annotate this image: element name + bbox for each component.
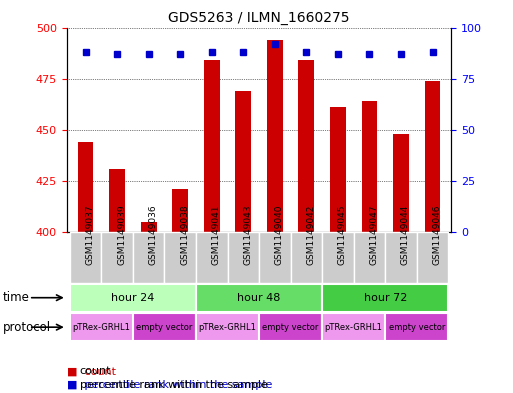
Text: GSM1149039: GSM1149039 <box>117 204 126 265</box>
Bar <box>353 232 385 283</box>
Bar <box>235 91 251 232</box>
Text: protocol: protocol <box>3 321 51 334</box>
Text: count: count <box>80 366 111 376</box>
Bar <box>141 222 156 232</box>
Bar <box>322 284 448 312</box>
Text: GSM1149045: GSM1149045 <box>338 204 347 264</box>
Bar <box>70 284 196 312</box>
Text: pTRex-GRHL1: pTRex-GRHL1 <box>199 323 256 332</box>
Text: GSM1149047: GSM1149047 <box>369 204 379 264</box>
Bar <box>109 169 125 232</box>
Bar <box>425 81 440 232</box>
Text: GSM1149037: GSM1149037 <box>86 204 94 265</box>
Bar <box>259 232 290 283</box>
Text: ■  percentile rank within the sample: ■ percentile rank within the sample <box>67 380 272 390</box>
Bar <box>172 189 188 232</box>
Text: percentile rank within the sample: percentile rank within the sample <box>80 380 267 390</box>
Text: GSM1149044: GSM1149044 <box>401 204 410 264</box>
Text: ■  count: ■ count <box>67 366 116 376</box>
Bar <box>330 107 346 232</box>
Bar <box>393 134 409 232</box>
Text: hour 72: hour 72 <box>364 293 407 303</box>
Text: empty vector: empty vector <box>136 323 193 332</box>
Text: GSM1149043: GSM1149043 <box>243 204 252 264</box>
Text: GSM1149042: GSM1149042 <box>306 204 315 264</box>
Title: GDS5263 / ILMN_1660275: GDS5263 / ILMN_1660275 <box>168 11 350 25</box>
Bar <box>133 232 165 283</box>
Bar <box>78 142 93 232</box>
Bar <box>70 232 102 283</box>
Text: empty vector: empty vector <box>388 323 445 332</box>
Text: empty vector: empty vector <box>263 323 319 332</box>
Bar <box>362 101 378 232</box>
Bar <box>102 232 133 283</box>
Text: hour 48: hour 48 <box>238 293 281 303</box>
Bar <box>267 40 283 232</box>
Bar <box>196 232 228 283</box>
Text: GSM1149038: GSM1149038 <box>180 204 189 265</box>
Text: pTRex-GRHL1: pTRex-GRHL1 <box>72 323 130 332</box>
Bar <box>322 313 385 341</box>
Bar <box>204 60 220 232</box>
Bar <box>290 232 322 283</box>
Bar <box>259 313 322 341</box>
Bar <box>299 60 314 232</box>
Bar <box>385 313 448 341</box>
Bar <box>322 232 353 283</box>
Bar <box>385 232 417 283</box>
Text: time: time <box>3 291 29 304</box>
Text: GSM1149040: GSM1149040 <box>275 204 284 264</box>
Bar <box>165 232 196 283</box>
Bar <box>133 313 196 341</box>
Text: GSM1149036: GSM1149036 <box>149 204 157 265</box>
Bar <box>196 313 259 341</box>
Bar <box>70 313 133 341</box>
Text: hour 24: hour 24 <box>111 293 154 303</box>
Text: pTRex-GRHL1: pTRex-GRHL1 <box>325 323 383 332</box>
Bar <box>228 232 259 283</box>
Bar <box>196 284 322 312</box>
Text: GSM1149041: GSM1149041 <box>212 204 221 264</box>
Bar <box>417 232 448 283</box>
Text: GSM1149046: GSM1149046 <box>432 204 442 264</box>
